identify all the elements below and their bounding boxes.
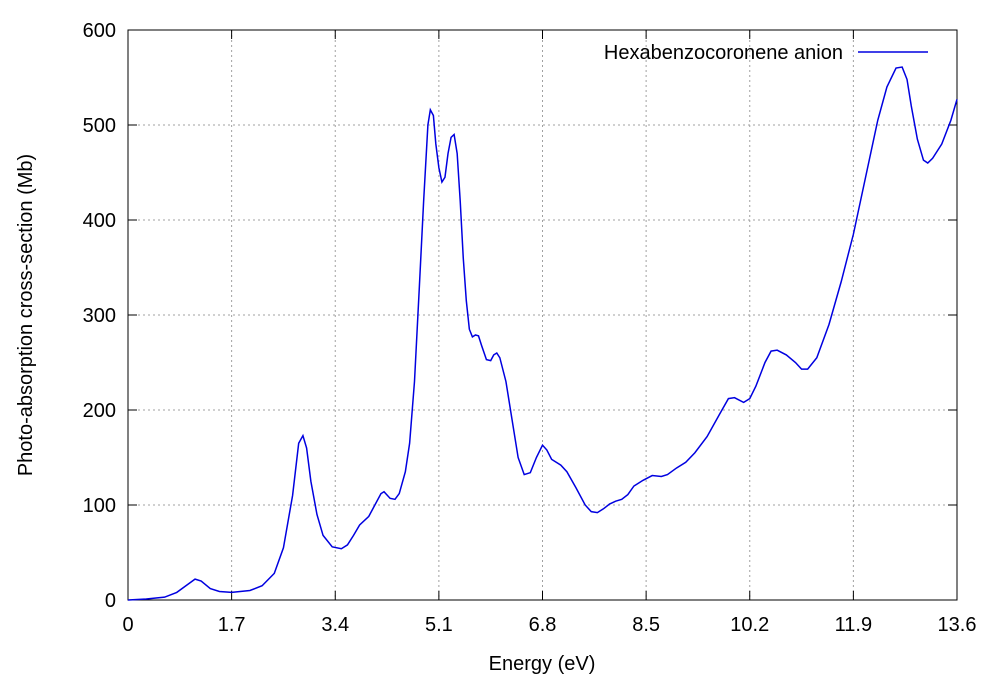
y-tick-label: 100 [83,495,116,517]
x-tick-label: 3.4 [321,614,349,636]
plot-frame [127,29,958,601]
x-tick-label: 13.6 [938,614,977,636]
x-tick-label: 11.9 [835,614,872,636]
x-tick-label: 0 [122,614,133,636]
x-tick-label: 5.1 [425,614,453,636]
x-tick-label: 6.8 [529,614,557,636]
y-tick-label: 400 [83,210,116,232]
y-tick-label: 300 [83,305,116,327]
x-tick-label: 10.2 [730,614,769,636]
legend-label: Hexabenzocoronene anion [604,42,843,64]
y-tick-label: 500 [83,115,116,137]
x-tick-label: 8.5 [632,614,660,636]
series-line [127,66,958,601]
y-tick-label: 200 [83,400,116,422]
y-axis-label: Photo-absorption cross-section (Mb) [15,154,37,476]
y-tick-label: 0 [105,590,116,612]
y-tick-label: 600 [83,20,116,42]
x-axis-label: Energy (eV) [489,653,596,675]
x-tick-label: 1.7 [218,614,246,636]
